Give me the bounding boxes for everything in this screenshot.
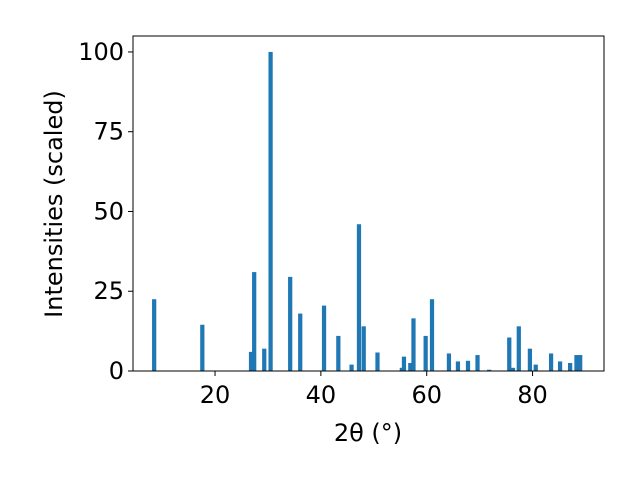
bar-16 [408,363,413,371]
bar-4 [262,348,267,371]
bar-20 [446,353,452,371]
bar-21 [455,361,461,371]
bar-5 [268,51,273,371]
y-axis-ticks: 0 25 50 75 100 [78,38,133,385]
bar-30 [548,353,554,371]
bar-22 [465,360,471,371]
bar-23 [475,355,480,371]
plot-frame [132,35,605,372]
bar-34 [578,355,583,371]
x-axis-ticks: 20 40 60 80 [200,371,548,409]
bar-26 [510,367,516,371]
bar-32 [568,363,573,371]
y-tick-label-0: 0 [109,357,124,385]
y-axis-label: Intensities (scaled) [40,90,68,318]
bar-15 [401,356,407,371]
y-tick-label-1: 25 [93,277,124,305]
bar-24 [487,369,492,371]
bar-31 [557,361,563,371]
bar-0 [152,299,157,371]
bar-18 [423,335,428,371]
bar-14 [399,367,404,371]
bar-3 [252,272,257,371]
bar-11 [356,224,362,371]
bar-10 [349,364,354,371]
x-axis-label: 2θ (°) [334,419,402,447]
bar-7 [298,313,303,371]
bar-2 [248,351,254,371]
bar-27 [516,326,521,371]
x-tick-label-0: 20 [200,381,231,409]
y-tick-label-2: 50 [93,197,124,225]
bar-33 [574,355,579,371]
bar-13 [375,352,380,371]
bar-9 [336,335,341,371]
x-tick-label-2: 60 [411,381,442,409]
bar-1 [200,324,205,371]
bar-6 [288,276,293,371]
bar-29 [533,364,538,371]
bar-8 [321,305,327,371]
y-tick-label-3: 75 [93,118,124,146]
bar-12 [361,326,366,371]
y-tick-label-4: 100 [78,38,124,66]
x-tick-label-1: 40 [306,381,337,409]
bar-17 [411,318,416,371]
bar-19 [429,299,435,371]
x-tick-label-3: 80 [517,381,548,409]
bar-series [152,51,583,371]
bar-25 [507,337,512,371]
bar-28 [527,348,533,371]
